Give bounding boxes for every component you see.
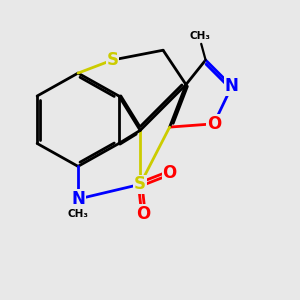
- Text: CH₃: CH₃: [68, 209, 88, 219]
- Text: O: O: [207, 115, 221, 133]
- Text: N: N: [71, 190, 85, 208]
- Text: S: S: [106, 51, 119, 69]
- Text: CH₃: CH₃: [189, 32, 210, 41]
- Text: O: O: [163, 164, 177, 182]
- Text: N: N: [225, 77, 239, 95]
- Text: S: S: [134, 176, 146, 194]
- Text: O: O: [136, 205, 151, 223]
